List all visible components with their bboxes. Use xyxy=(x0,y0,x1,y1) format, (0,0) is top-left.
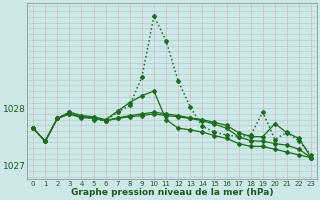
X-axis label: Graphe pression niveau de la mer (hPa): Graphe pression niveau de la mer (hPa) xyxy=(71,188,273,197)
